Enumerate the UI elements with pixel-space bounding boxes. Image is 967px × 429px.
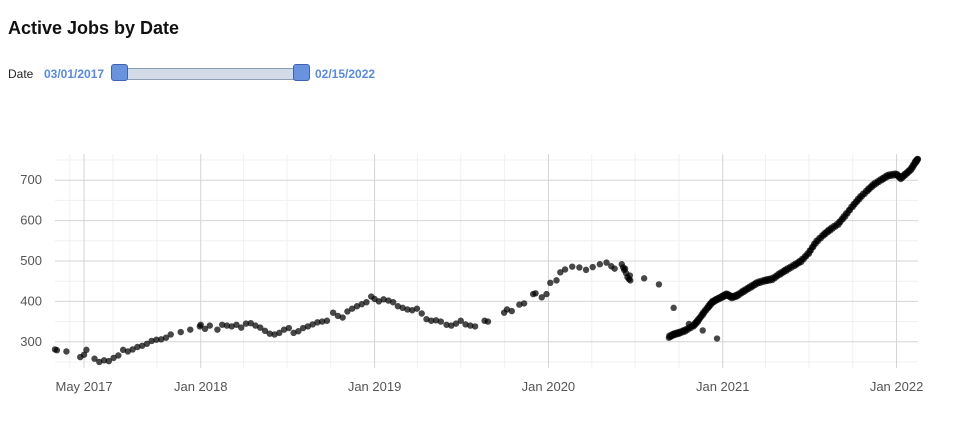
- data-point: [914, 156, 922, 163]
- range-start-value[interactable]: 03/01/2017: [44, 67, 105, 81]
- data-point: [110, 354, 117, 362]
- x-tick-label: Jan 2022: [870, 379, 924, 394]
- data-point: [713, 335, 721, 342]
- x-tick-label: Jan 2019: [348, 379, 402, 394]
- data-point: [80, 351, 88, 358]
- data-point: [214, 326, 221, 333]
- data-point: [520, 300, 528, 307]
- range-end-handle[interactable]: [293, 64, 310, 81]
- data-point: [187, 326, 194, 333]
- range-end-value[interactable]: 02/15/2022: [315, 67, 376, 81]
- data-point: [218, 321, 226, 328]
- data-point: [538, 294, 545, 301]
- data-point: [627, 277, 634, 284]
- data-point: [143, 340, 151, 347]
- data-point: [640, 275, 648, 282]
- y-tick-label: 700: [20, 172, 42, 187]
- data-point: [295, 328, 302, 335]
- data-point: [452, 320, 460, 327]
- data-point: [276, 329, 283, 337]
- data-point: [561, 266, 569, 273]
- data-point: [547, 279, 554, 287]
- page-title: Active Jobs by Date: [8, 18, 180, 38]
- data-point: [323, 317, 331, 324]
- data-point: [339, 314, 346, 321]
- data-point: [576, 264, 583, 271]
- data-point: [596, 261, 604, 268]
- data-point: [582, 266, 590, 274]
- y-tick-label: 500: [20, 253, 42, 268]
- date-filter-label: Date: [8, 67, 34, 81]
- active-jobs-scatter-chart: 300 400 500 600 700 May 2017 Jan 2018 Jan 2019 J…: [20, 154, 924, 394]
- data-point: [91, 355, 98, 362]
- x-tick-label: Jan 2021: [696, 379, 750, 394]
- data-point: [153, 336, 160, 343]
- data-point: [363, 298, 370, 306]
- data-point: [557, 269, 564, 276]
- data-point: [261, 327, 269, 335]
- data-point: [699, 327, 706, 334]
- data-point: [457, 317, 464, 324]
- data-point: [670, 304, 677, 312]
- data-point: [348, 305, 356, 312]
- y-tick-label: 400: [20, 293, 42, 308]
- data-point: [318, 318, 326, 325]
- data-point: [223, 322, 231, 329]
- data-point: [257, 324, 264, 331]
- data-point: [53, 347, 61, 354]
- data-point: [100, 357, 108, 364]
- data-point: [404, 306, 411, 313]
- data-point: [285, 324, 293, 332]
- data-point: [63, 348, 70, 355]
- data-point: [418, 310, 425, 317]
- data-point: [569, 263, 576, 270]
- data-point: [206, 322, 213, 329]
- data-point: [247, 319, 254, 327]
- data-point: [484, 318, 492, 325]
- data-point: [129, 346, 136, 353]
- data-point: [611, 265, 618, 272]
- data-point: [115, 352, 122, 359]
- data-point: [467, 322, 474, 329]
- data-point: [532, 290, 539, 297]
- data-point: [242, 320, 250, 327]
- range-start-handle[interactable]: [111, 64, 128, 81]
- data-point: [413, 305, 421, 312]
- x-tick-label: May 2017: [56, 379, 113, 394]
- data-point: [508, 307, 515, 315]
- data-point: [314, 319, 321, 326]
- data-point: [329, 309, 337, 316]
- data-point: [167, 331, 174, 338]
- data-point: [443, 321, 450, 328]
- data-point: [238, 324, 245, 331]
- data-point: [201, 325, 209, 333]
- x-tick-label: Jan 2020: [522, 379, 576, 394]
- y-tick-label: 300: [20, 334, 42, 349]
- x-tick-label: Jan 2018: [174, 379, 228, 394]
- data-point: [437, 318, 444, 325]
- data-point: [428, 317, 435, 324]
- date-range-filter: Date 03/01/2017 02/15/2022: [8, 64, 428, 84]
- data-point: [589, 263, 596, 271]
- data-point: [603, 259, 610, 266]
- data-point: [177, 328, 184, 336]
- data-point: [233, 321, 240, 328]
- range-slider-track[interactable]: [120, 68, 306, 80]
- data-point: [553, 277, 560, 284]
- data-point: [543, 290, 550, 298]
- data-point: [197, 321, 204, 328]
- data-point: [162, 334, 170, 341]
- data-point: [83, 346, 90, 354]
- data-point: [389, 298, 397, 306]
- data-point: [655, 281, 663, 288]
- data-point: [266, 330, 273, 337]
- data-point: [344, 308, 351, 315]
- data-point: [471, 323, 479, 330]
- data-point: [105, 357, 113, 365]
- y-tick-label: 600: [20, 213, 42, 228]
